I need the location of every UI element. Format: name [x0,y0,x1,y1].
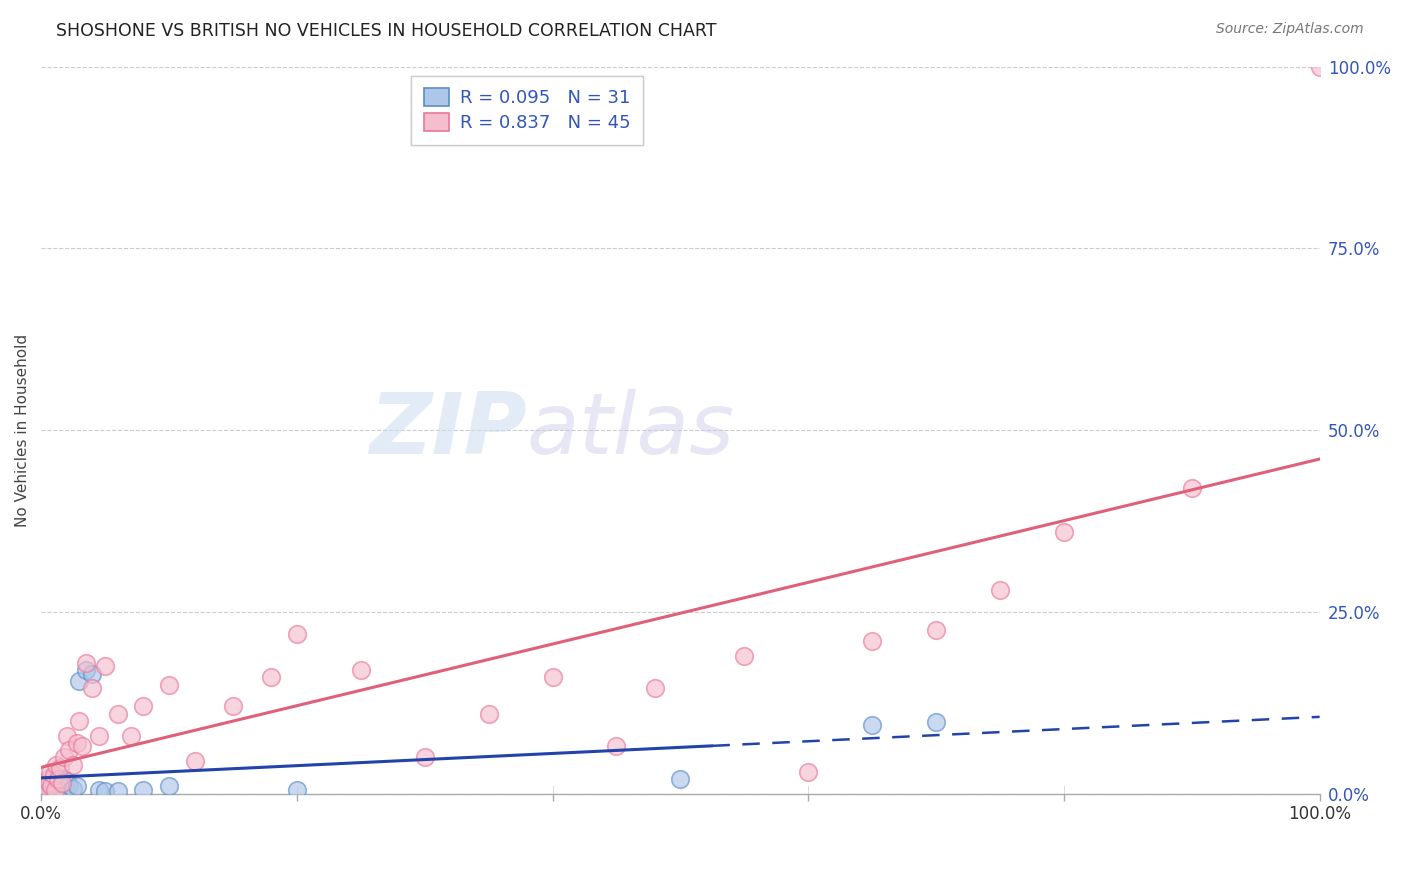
Point [94,659,117,673]
Point [51,784,73,798]
Point [55,729,77,743]
Point [285,783,308,797]
Point [69,714,91,728]
Point [34,783,56,797]
Point [107,784,129,798]
Point [66,780,89,794]
Point [605,739,627,754]
Point [644,681,666,696]
Point [183,754,205,768]
Point [44,782,66,797]
Point [45,757,67,772]
Point [62,781,84,796]
Point [413,750,436,764]
Point [157,678,180,692]
Point [41,784,63,798]
Text: ZIP: ZIP [370,389,527,472]
Point [58,778,80,792]
Point [1309,60,1331,74]
Point [70,739,93,754]
Point [988,583,1011,598]
Point [285,626,308,640]
Point [38,776,60,790]
Point [260,670,283,684]
Point [42,768,65,782]
Point [733,648,755,663]
Point [860,717,883,731]
Point [53,772,76,786]
Point [66,736,89,750]
Point [62,757,84,772]
Point [132,783,155,797]
Point [46,772,69,786]
Point [38,778,60,792]
Point [350,663,373,677]
Point [53,750,76,764]
Point [39,764,62,779]
Point [39,780,62,795]
Point [120,729,142,743]
Point [42,780,65,794]
Y-axis label: No Vehicles in Household: No Vehicles in Household [15,334,30,526]
Legend: R = 0.095   N = 31, R = 0.837   N = 45: R = 0.095 N = 31, R = 0.837 N = 45 [411,76,643,145]
Point [478,706,501,721]
Point [797,764,820,779]
Point [32,776,55,790]
Text: SHOSHONE VS BRITISH NO VEHICLES IN HOUSEHOLD CORRELATION CHART: SHOSHONE VS BRITISH NO VEHICLES IN HOUSE… [56,22,717,40]
Point [45,780,67,795]
Point [75,663,97,677]
Point [87,783,110,797]
Point [222,699,245,714]
Point [48,783,70,797]
Point [55,773,77,788]
Point [107,706,129,721]
Point [157,780,180,794]
Point [925,623,948,637]
Point [669,772,692,786]
Point [37,772,59,786]
Text: atlas: atlas [527,389,735,472]
Point [35,785,58,799]
Point [31,783,53,797]
Point [49,761,72,775]
Point [41,783,63,797]
Point [58,743,80,757]
Point [925,715,948,730]
Point [82,666,104,681]
Point [1181,481,1204,495]
Point [37,784,59,798]
Text: Source: ZipAtlas.com: Source: ZipAtlas.com [1216,22,1364,37]
Point [1053,524,1076,539]
Point [82,681,104,696]
Point [51,776,73,790]
Point [69,673,91,688]
Point [860,634,883,648]
Point [87,729,110,743]
Point [34,780,56,794]
Point [75,656,97,670]
Point [541,670,564,684]
Point [44,783,66,797]
Point [49,776,72,790]
Point [41,780,63,794]
Point [94,784,117,798]
Point [132,699,155,714]
